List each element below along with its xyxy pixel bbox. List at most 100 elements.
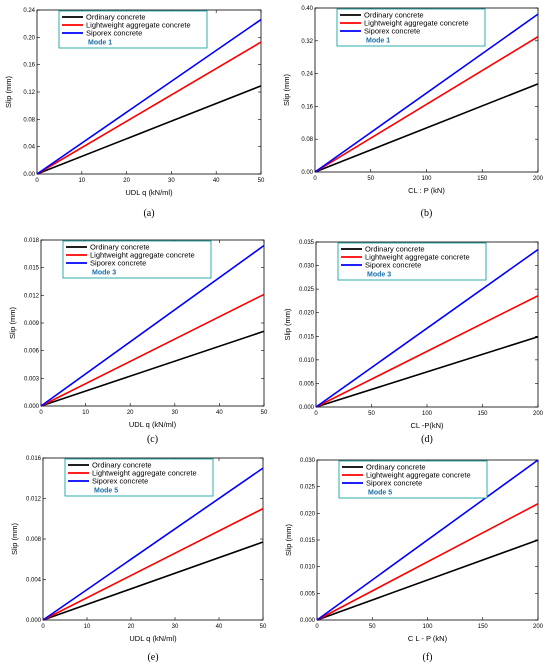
x-tick-label: 30	[172, 624, 179, 630]
x-tick-label: 0	[35, 178, 39, 184]
legend-entry: Lightweight aggregate concrete	[86, 21, 191, 30]
x-tick-label: 50	[258, 178, 265, 184]
mode-label: Mode 3	[367, 272, 391, 279]
y-tick-label: 0.015	[299, 334, 315, 340]
legend-box	[64, 458, 214, 497]
x-tick-label: 150	[478, 624, 489, 630]
y-tick-label: 0.16	[301, 104, 313, 110]
panel-caption: (d)	[421, 434, 433, 445]
series-line	[315, 335, 539, 408]
legend-entry: Ordinary concrete	[364, 11, 424, 20]
y-tick-label: 0.40	[301, 6, 313, 12]
y-tick-label: 0.020	[300, 511, 316, 517]
legend-entry: Siporex concrete	[86, 29, 142, 38]
y-tick-label: 0.030	[300, 458, 316, 464]
x-tick-label: 0	[41, 624, 45, 630]
y-tick-label: 0.010	[299, 358, 315, 364]
series-line	[36, 41, 262, 175]
x-tick-label: 50	[368, 411, 375, 417]
series-line	[40, 244, 265, 407]
legend-entry: Ordinary concrete	[365, 245, 425, 254]
y-tick-label: 0.012	[26, 497, 42, 503]
x-tick-label: 50	[367, 176, 374, 182]
y-tick-label: 0.010	[300, 565, 316, 571]
y-tick-label: 0.32	[301, 39, 313, 45]
legend-box	[336, 8, 486, 47]
x-tick-label: 10	[82, 410, 89, 416]
y-tick-label: 0.04	[23, 145, 35, 151]
x-tick-label: 50	[261, 410, 268, 416]
y-tick-label: 0.015	[24, 266, 40, 272]
series-line	[40, 293, 265, 407]
y-axis-label: Slip (mm)	[282, 73, 291, 106]
x-tick-label: 200	[533, 176, 544, 182]
panel-caption: (e)	[147, 652, 158, 663]
x-tick-label: 0	[39, 410, 43, 416]
x-axis-label: UDL q (kN/ml)	[129, 634, 177, 643]
mode-label: Mode 1	[366, 38, 390, 45]
y-axis-label: Slip (mm)	[10, 522, 19, 555]
legend-box	[62, 240, 212, 279]
mode-label: Mode 3	[92, 270, 116, 277]
legend-entry: Lightweight aggregate concrete	[366, 471, 471, 480]
x-tick-label: 10	[84, 624, 91, 630]
y-tick-label: 0.016	[26, 456, 42, 462]
y-tick-label: 0.005	[299, 381, 315, 387]
y-axis-label: Slip (mm)	[284, 523, 293, 556]
panel-caption: (f)	[423, 652, 433, 663]
y-tick-label: 0.24	[301, 72, 313, 78]
chart-panel: 0 10 20 30 40 50 0.000 0.004 0.008 0.012 0.016 UDL …	[10, 456, 267, 663]
y-tick-label: 0.20	[23, 35, 35, 41]
x-tick-label: 30	[168, 178, 175, 184]
mode-label: Mode 5	[368, 490, 392, 497]
x-tick-label: 40	[216, 624, 223, 630]
series-line	[36, 85, 262, 175]
x-tick-label: 20	[127, 410, 134, 416]
y-axis-label: Slip (mm)	[283, 308, 292, 341]
legend-entry: Lightweight aggregate concrete	[365, 253, 470, 262]
legend-entry: Siporex concrete	[366, 479, 422, 488]
legend-entry: Siporex concrete	[90, 259, 146, 268]
x-tick-label: 50	[260, 624, 267, 630]
y-tick-label: 0.08	[23, 117, 35, 123]
legend-box	[58, 10, 208, 49]
y-axis-label: Slip (mm)	[8, 306, 17, 339]
x-tick-label: 100	[422, 411, 433, 417]
chart-panel: 0 50 100 150 200 0.000 0.005 0.010 0.015 0.020 0.0…	[283, 240, 544, 445]
x-axis-label: C L - P (kN)	[408, 634, 448, 643]
y-tick-label: 0.012	[24, 293, 40, 299]
chart-panel: 0 10 20 30 40 50 0.000 0.003 0.006 0.009 0.012 0.01…	[8, 238, 268, 445]
chart-panel: 0 50 100 150 200 0.000 0.005 0.010 0.015 0.020 0.0…	[284, 458, 544, 663]
x-tick-label: 200	[533, 624, 544, 630]
x-tick-label: 0	[313, 176, 317, 182]
series-line	[314, 83, 539, 173]
y-tick-label: 0.018	[24, 238, 40, 244]
y-tick-label: 0.000	[300, 618, 316, 624]
x-tick-label: 40	[216, 410, 223, 416]
y-tick-label: 0.000	[299, 405, 315, 411]
legend-entry: Siporex concrete	[364, 27, 420, 36]
legend-entry: Ordinary concrete	[92, 461, 152, 470]
x-tick-label: 200	[533, 411, 544, 417]
legend-box	[338, 460, 488, 499]
series-line	[315, 295, 539, 408]
x-tick-label: 20	[128, 624, 135, 630]
series-line	[316, 503, 539, 621]
y-tick-label: 0.015	[300, 538, 316, 544]
panel-caption: (c)	[147, 434, 158, 445]
panel-caption: (a)	[143, 208, 154, 219]
y-tick-label: 0.035	[299, 240, 315, 246]
series-line	[314, 13, 539, 173]
x-axis-label: CL : P (kN)	[408, 186, 445, 195]
y-tick-label: 0.00	[301, 170, 313, 176]
y-tick-label: 0.16	[23, 63, 35, 69]
y-tick-label: 0.005	[300, 591, 316, 597]
y-tick-label: 0.009	[24, 321, 40, 327]
x-tick-label: 0	[314, 411, 318, 417]
legend-entry: Siporex concrete	[365, 261, 421, 270]
series-line	[314, 36, 539, 173]
y-tick-label: 0.020	[299, 311, 315, 317]
series-line	[40, 330, 265, 407]
x-tick-label: 100	[421, 176, 432, 182]
